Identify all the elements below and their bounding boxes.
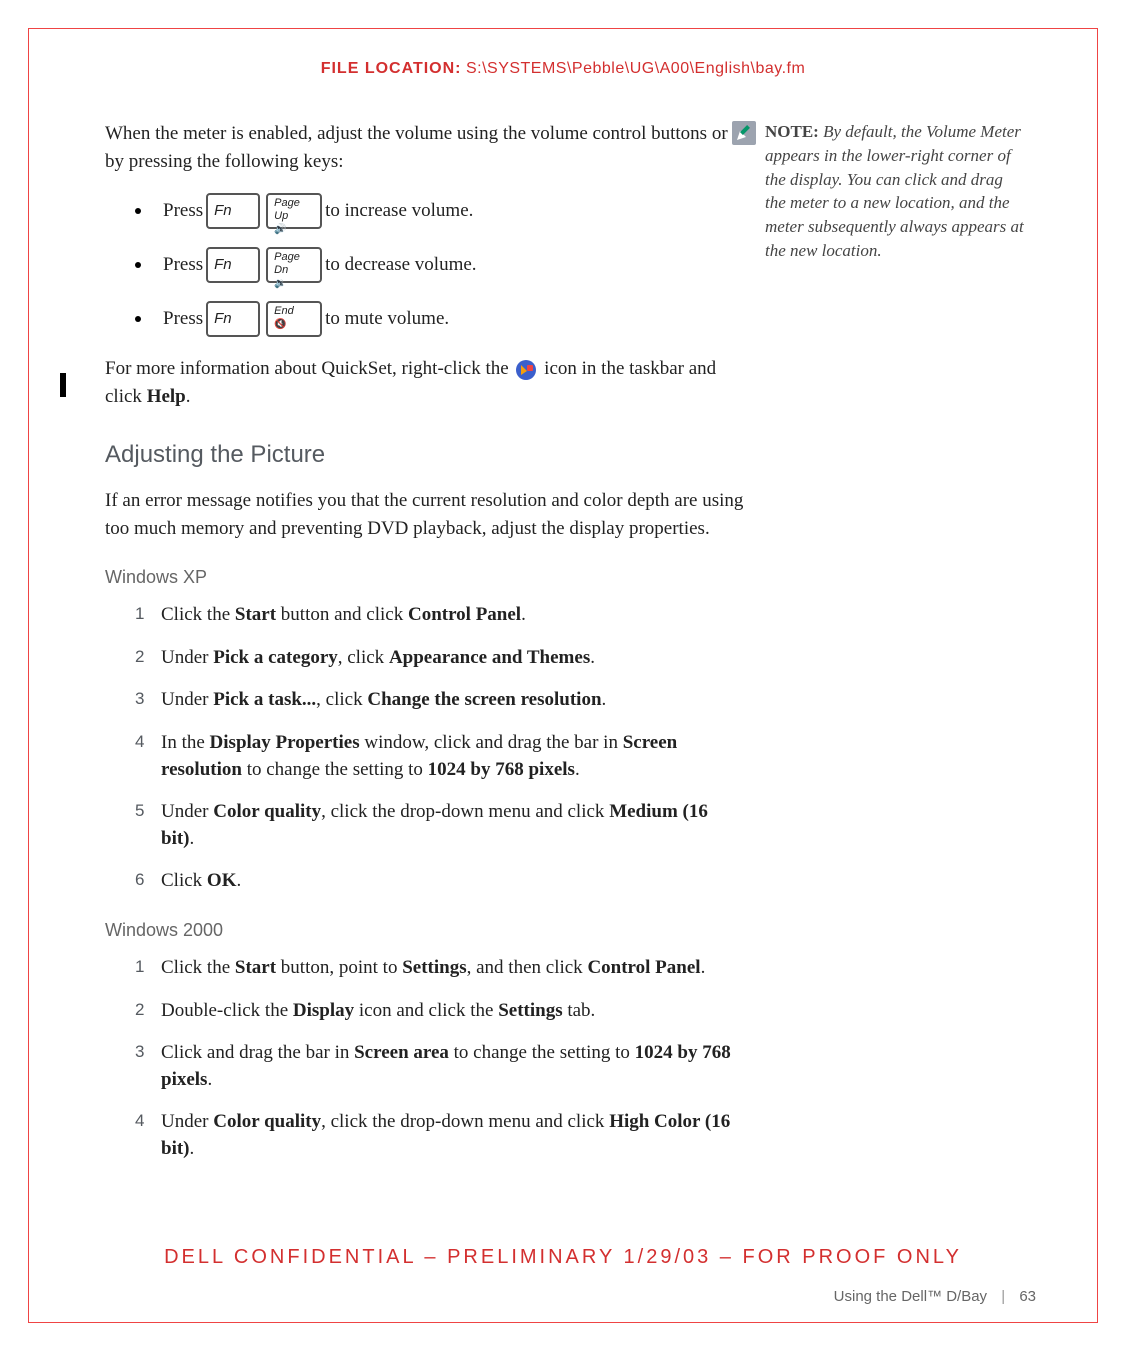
fn-keycap-icon: Fn	[206, 301, 260, 337]
win2000-heading: Windows 2000	[105, 917, 745, 943]
bold-term: Settings	[402, 957, 466, 978]
note-pencil-icon	[731, 120, 757, 146]
bold-term: Color quality	[213, 1111, 321, 1132]
file-location-label: FILE LOCATION:	[321, 60, 462, 77]
footer-text: Using the Dell™ D/Bay	[834, 1288, 987, 1305]
bullet-dot-icon	[135, 316, 141, 322]
fn-keycap-icon: Fn	[206, 247, 260, 283]
note-label: NOTE:	[765, 122, 819, 141]
main-column: When the meter is enabled, adjust the vo…	[105, 120, 745, 1179]
step-item: Double-click the Display icon and click …	[135, 998, 745, 1025]
section-intro: If an error message notifies you that th…	[105, 487, 745, 542]
step-item: Click the Start button and click Control…	[135, 602, 745, 629]
footer-separator: |	[1001, 1288, 1005, 1305]
bold-term: Display	[293, 1000, 354, 1021]
quickset-end: .	[186, 386, 191, 407]
volume-bullet-item: Press FnPage Dn🔉 to decrease volume.	[135, 247, 745, 283]
bullet-prefix: Press	[163, 197, 203, 225]
secondary-keycap-icon: Page Up🔊	[266, 193, 322, 229]
content-area: When the meter is enabled, adjust the vo…	[105, 120, 1025, 1179]
bold-term: Start	[235, 957, 276, 978]
bullet-suffix: to increase volume.	[325, 197, 473, 225]
win2000-steps: Click the Start button, point to Setting…	[135, 955, 745, 1163]
step-item: Click OK.	[135, 868, 745, 895]
bold-term: Appearance and Themes	[389, 647, 590, 668]
bold-term: Change the screen resolution	[367, 689, 601, 710]
bold-term: Pick a category	[213, 647, 338, 668]
bold-term: 1024 by 768 pixels	[428, 759, 575, 780]
winxp-heading: Windows XP	[105, 564, 745, 590]
bold-term: Pick a task...	[213, 689, 316, 710]
confidential-banner: DELL CONFIDENTIAL – PRELIMINARY 1/29/03 …	[0, 1246, 1126, 1269]
secondary-keycap-icon: Page Dn🔉	[266, 247, 322, 283]
step-item: Under Pick a category, click Appearance …	[135, 645, 745, 672]
bullet-suffix: to mute volume.	[325, 305, 449, 333]
file-location-path: S:\SYSTEMS\Pebble\UG\A00\English\bay.fm	[466, 60, 805, 77]
side-note: NOTE: By default, the Volume Meter appea…	[765, 120, 1025, 263]
fn-keycap-icon: Fn	[206, 193, 260, 229]
step-item: Under Color quality, click the drop-down…	[135, 799, 745, 852]
bold-term: Screen area	[354, 1042, 449, 1063]
page-footer: Using the Dell™ D/Bay | 63	[834, 1288, 1036, 1305]
bold-term: Control Panel	[408, 604, 521, 625]
file-location-header: FILE LOCATION: S:\SYSTEMS\Pebble\UG\A00\…	[0, 60, 1126, 78]
winxp-steps: Click the Start button and click Control…	[135, 602, 745, 895]
bold-term: Color quality	[213, 801, 321, 822]
secondary-keycap-icon: End🔇	[266, 301, 322, 337]
quickset-icon	[513, 357, 539, 383]
bold-term: OK	[207, 870, 237, 891]
note-body: By default, the Volume Meter appears in …	[765, 122, 1024, 260]
change-bar-icon	[60, 373, 66, 397]
bold-term: Start	[235, 604, 276, 625]
bold-term: Display Properties	[210, 732, 360, 753]
step-item: Under Color quality, click the drop-down…	[135, 1109, 745, 1162]
bullet-dot-icon	[135, 262, 141, 268]
bold-term: Control Panel	[587, 957, 700, 978]
quickset-paragraph: For more information about QuickSet, rig…	[105, 355, 745, 410]
section-heading: Adjusting the Picture	[105, 438, 745, 473]
quickset-pre: For more information about QuickSet, rig…	[105, 358, 513, 379]
bullet-prefix: Press	[163, 305, 203, 333]
intro-paragraph: When the meter is enabled, adjust the vo…	[105, 120, 745, 175]
quickset-help: Help	[147, 386, 186, 407]
volume-bullets: Press FnPage Up🔊 to increase volume.Pres…	[105, 193, 745, 337]
bullet-suffix: to decrease volume.	[325, 251, 476, 279]
volume-bullet-item: Press FnPage Up🔊 to increase volume.	[135, 193, 745, 229]
bold-term: Settings	[498, 1000, 562, 1021]
volume-bullet-item: Press FnEnd🔇 to mute volume.	[135, 301, 745, 337]
bullet-dot-icon	[135, 208, 141, 214]
step-item: Click and drag the bar in Screen area to…	[135, 1040, 745, 1093]
step-item: Under Pick a task..., click Change the s…	[135, 687, 745, 714]
footer-page-number: 63	[1019, 1288, 1036, 1305]
step-item: Click the Start button, point to Setting…	[135, 955, 745, 982]
step-item: In the Display Properties window, click …	[135, 730, 745, 783]
bullet-prefix: Press	[163, 251, 203, 279]
